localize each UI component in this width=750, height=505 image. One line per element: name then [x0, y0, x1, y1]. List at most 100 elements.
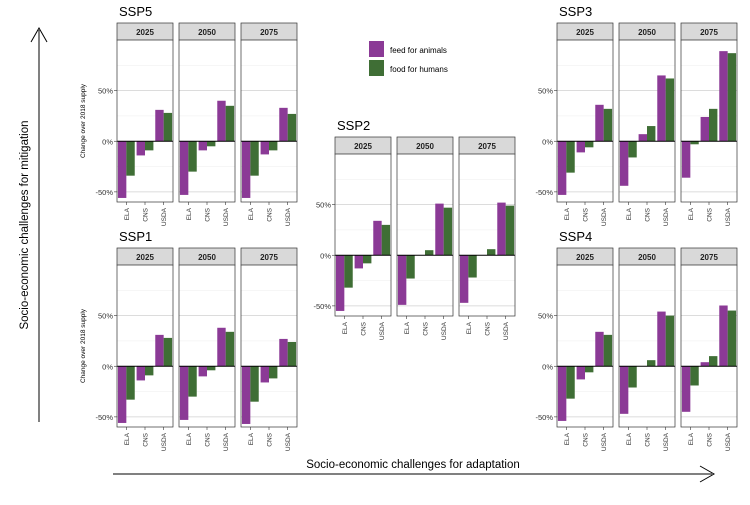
bar-ssp5-2050-ela-food	[188, 141, 197, 172]
y-tick-label-ssp2: -50%	[313, 302, 331, 311]
bar-ssp1-2025-usda-feed	[155, 334, 164, 367]
x-tick-label-ssp3-cns: CNS	[707, 207, 714, 221]
bar-ssp3-2075-ela-food	[690, 141, 699, 145]
bar-ssp2-2050-cns-food	[425, 250, 434, 256]
bar-ssp4-2050-ela-feed	[619, 366, 629, 414]
bar-ssp4-2075-usda-feed	[719, 305, 728, 367]
bar-ssp3-2075-cns-food	[709, 108, 718, 142]
x-tick-label-ssp2-ela: ELA	[466, 321, 473, 334]
bar-ssp4-2075-ela-feed	[681, 366, 691, 412]
bar-ssp1-2075-usda-feed	[279, 338, 288, 367]
x-tick-label-ssp1-usda: USDA	[285, 432, 292, 451]
x-tick-label-ssp2-cns: CNS	[361, 321, 368, 335]
facet-border-ssp4-2025	[556, 264, 614, 428]
bar-ssp2-2050-ela-feed	[397, 255, 407, 305]
bar-ssp4-2025-usda-feed	[595, 331, 604, 367]
x-tick-label-ssp2-usda: USDA	[441, 321, 448, 340]
bar-ssp1-2025-ela-feed	[117, 366, 127, 423]
x-tick-label-ssp1-ela: ELA	[124, 432, 131, 445]
y-tick-label-ssp1: 50%	[98, 312, 113, 321]
x-tick-label-ssp4-cns: CNS	[645, 432, 652, 446]
bar-ssp2-2075-ela-food	[468, 255, 477, 278]
bar-ssp5-2050-cns-food	[207, 141, 216, 147]
x-tick-label-ssp1-cns: CNS	[267, 432, 274, 446]
facet-ssp1-2050: 2050 ELA CNS USDA	[178, 247, 236, 451]
facet-border-ssp5-2075	[240, 39, 298, 203]
x-tick-label-ssp4-usda: USDA	[601, 432, 608, 451]
x-tick-label-ssp5-usda: USDA	[223, 207, 230, 226]
y-tick-label-ssp4: 0%	[542, 362, 553, 371]
facet-strip-label-ssp1-2075: 2075	[260, 253, 278, 262]
facet-strip-label-ssp2-2025: 2025	[354, 142, 372, 151]
x-tick-label-ssp1-cns: CNS	[143, 432, 150, 446]
facet-ssp5-2075: 2075 ELA CNS USDA	[240, 22, 298, 226]
bar-ssp2-2075-cns-food	[487, 249, 496, 256]
bar-ssp3-2025-ela-food	[566, 141, 575, 173]
x-tick-label-ssp5-ela: ELA	[248, 207, 255, 220]
facet-strip-label-ssp3-2075: 2075	[700, 28, 718, 37]
facet-border-ssp3-2025	[556, 39, 614, 203]
y-tick-label-ssp1: 0%	[102, 362, 113, 371]
bar-ssp5-2050-ela-feed	[179, 141, 189, 195]
bar-ssp1-2050-cns-food	[207, 366, 216, 371]
bar-ssp5-2075-usda-food	[287, 113, 297, 142]
facet-ssp1-2075: 2075 ELA CNS USDA	[240, 247, 298, 451]
facet-strip-label-ssp4-2075: 2075	[700, 253, 718, 262]
bar-ssp5-2050-cns-feed	[198, 141, 207, 151]
x-tick-label-ssp4-cns: CNS	[583, 432, 590, 446]
facet-ssp5-2025: 2025 ELA CNS USDA	[116, 22, 174, 226]
y-tick-label-ssp2: 50%	[316, 201, 331, 210]
x-tick-label-ssp5-usda: USDA	[161, 207, 168, 226]
axis-arrows	[30, 26, 716, 483]
y-tick-label-ssp4: -50%	[535, 413, 553, 422]
panel-title-ssp4: SSP4	[559, 229, 592, 244]
bar-ssp5-2075-ela-feed	[241, 141, 251, 198]
bar-ssp2-2025-cns-food	[363, 255, 372, 264]
facet-border-ssp5-2050	[178, 39, 236, 203]
facet-strip-label-ssp5-2025: 2025	[136, 28, 154, 37]
bar-ssp3-2075-usda-food	[727, 53, 737, 142]
x-tick-label-ssp3-ela: ELA	[688, 207, 695, 220]
bar-ssp4-2050-cns-food	[647, 360, 656, 367]
facet-strip-label-ssp5-2075: 2075	[260, 28, 278, 37]
bar-ssp2-2075-ela-feed	[459, 255, 469, 303]
facet-strip-label-ssp5-2050: 2050	[198, 28, 216, 37]
bar-ssp3-2025-usda-food	[603, 108, 613, 142]
x-tick-label-ssp3-usda: USDA	[601, 207, 608, 226]
facet-strip-label-ssp3-2025: 2025	[576, 28, 594, 37]
bar-ssp4-2075-cns-food	[709, 356, 718, 367]
panel-ssp2: SSP2 -50% 0% 50% 2025 ELA CNS USDA 2050 ELA CNS USD…	[313, 118, 516, 340]
bar-ssp2-2050-usda-food	[443, 207, 453, 256]
facet-ssp4-2075: 2075 ELA CNS USDA	[680, 247, 738, 451]
x-tick-label-ssp5-usda: USDA	[285, 207, 292, 226]
panel-ssp5: SSP5 -50% 0% 50% Change over 2018 supply 2025…	[80, 4, 298, 226]
facet-border-ssp4-2050	[618, 264, 676, 428]
bar-ssp2-2050-usda-feed	[435, 203, 444, 256]
bar-ssp3-2050-ela-feed	[619, 141, 629, 186]
bar-ssp1-2075-cns-feed	[260, 366, 269, 383]
x-tick-label-ssp4-ela: ELA	[688, 432, 695, 445]
legend-label-food: food for humans	[390, 65, 448, 74]
bar-ssp2-2025-ela-food	[344, 255, 353, 288]
bar-ssp3-2025-cns-food	[585, 141, 594, 148]
x-tick-label-ssp1-usda: USDA	[161, 432, 168, 451]
bar-ssp4-2075-ela-food	[690, 366, 699, 386]
bar-ssp3-2075-ela-feed	[681, 141, 691, 178]
mitigation-arrow-head	[30, 26, 48, 43]
x-tick-label-ssp2-cns: CNS	[423, 321, 430, 335]
bar-ssp3-2075-cns-feed	[700, 116, 709, 142]
facet-ssp1-2025: 2025 ELA CNS USDA	[116, 247, 174, 451]
bar-ssp5-2025-cns-feed	[136, 141, 145, 156]
facet-ssp2-2075: 2075 ELA CNS USDA	[458, 136, 516, 340]
y-tick-label-ssp3: -50%	[535, 188, 553, 197]
facet-border-ssp2-2075	[458, 153, 516, 317]
y-axis-label-ssp1: Change over 2018 supply	[80, 308, 87, 383]
bar-ssp1-2050-usda-feed	[217, 327, 226, 367]
x-tick-label-ssp3-usda: USDA	[725, 207, 732, 226]
x-tick-label-ssp3-ela: ELA	[564, 207, 571, 220]
bar-ssp3-2025-usda-feed	[595, 104, 604, 142]
bar-ssp4-2050-usda-feed	[657, 311, 666, 367]
legend: feed for animals food for humans	[369, 41, 448, 76]
bar-ssp3-2050-usda-feed	[657, 75, 666, 142]
